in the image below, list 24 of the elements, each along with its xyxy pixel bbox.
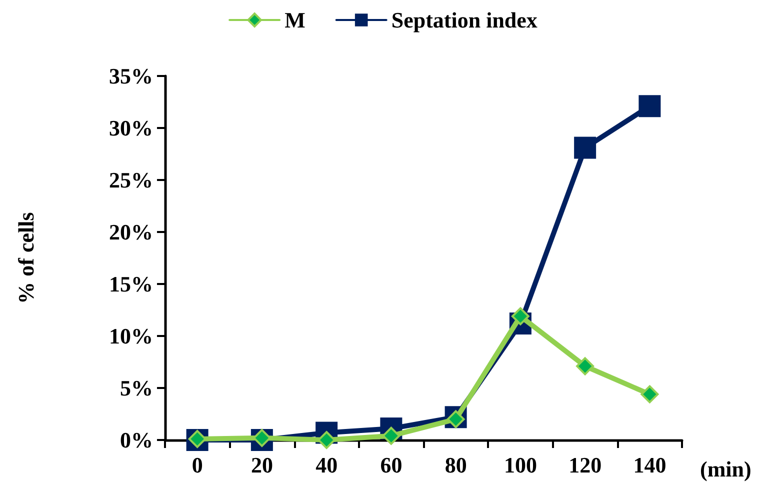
y-tick-label: 10% [109,324,153,348]
x-tick-label: 100 [504,452,537,478]
x-tick-label: 40 [316,452,338,478]
x-tick-label: 0 [192,452,203,478]
y-tick-label: 20% [109,220,153,244]
legend-label: Septation index [391,8,538,32]
point [574,136,596,159]
y-tick-label: 30% [109,116,153,140]
x-tick-label: 140 [633,452,666,478]
y-tick-label: 25% [109,168,153,192]
y-tick-label: 15% [109,272,153,296]
y-tick-label: 5% [120,376,153,400]
x-axis-title: (min) [700,456,752,482]
x-tick-label: 120 [568,452,602,478]
point [640,385,659,404]
point [576,357,594,376]
y-axis-title: % of cells [14,212,38,304]
y-tick-label: 35% [109,64,153,88]
y-tick-label: 0% [120,428,153,452]
x-tick-label: 60 [380,452,402,478]
point [638,95,661,118]
x-tick-label: 20 [250,452,273,478]
x-tick-label: 80 [444,452,467,478]
legend-label: M [284,8,306,32]
